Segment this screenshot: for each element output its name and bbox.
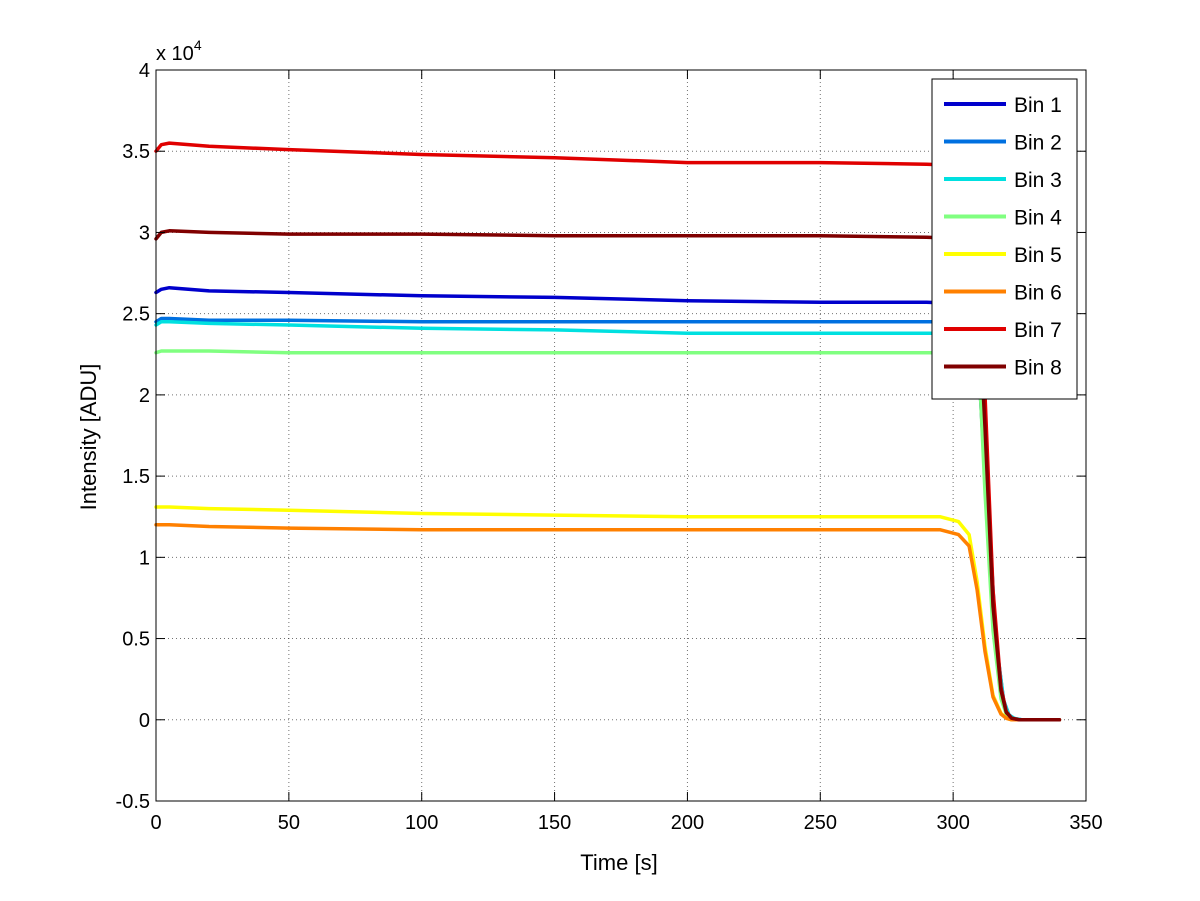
x-tick-label: 300 bbox=[936, 812, 969, 834]
y-tick-label: -0.5 bbox=[116, 791, 150, 813]
y-tick-label: 1.5 bbox=[122, 466, 150, 488]
grid bbox=[156, 70, 1086, 801]
legend-label-bin-5: Bin 5 bbox=[1014, 244, 1062, 267]
legend-label-bin-3: Bin 3 bbox=[1014, 169, 1062, 192]
legend: Bin 1 Bin 2 Bin 3 Bin 4 Bin 5 Bin 6 Bin 7 Bin 8 bbox=[931, 78, 1078, 400]
plot-frame bbox=[155, 69, 1087, 802]
ticks: 0 50 100 150 200 250 300 350-0.500.511.522.533.… bbox=[116, 60, 1103, 834]
y-tick-label: 3 bbox=[139, 222, 150, 244]
legend-label-bin-7: Bin 7 bbox=[1014, 319, 1062, 342]
y-tick-label: 1 bbox=[139, 547, 150, 569]
series-line-bin-6 bbox=[154, 523, 1062, 722]
y-multiplier-exponent: 4 bbox=[194, 37, 202, 53]
x-tick-label: 150 bbox=[538, 812, 571, 834]
legend-label-bin-4: Bin 4 bbox=[1014, 207, 1062, 230]
x-tick-label: 100 bbox=[405, 812, 438, 834]
x-tick-label: 50 bbox=[278, 812, 300, 834]
y-multiplier-label: x 104 bbox=[156, 37, 202, 65]
plot-background bbox=[156, 70, 1086, 801]
legend-label-bin-1: Bin 1 bbox=[1014, 94, 1062, 117]
x-axis-label: Time [s] bbox=[580, 850, 657, 875]
legend-box bbox=[931, 78, 1078, 400]
y-tick-label: 4 bbox=[139, 60, 150, 82]
x-tick-label: 200 bbox=[671, 812, 704, 834]
x-tick-label: 350 bbox=[1069, 812, 1102, 834]
y-tick-label: 3.5 bbox=[122, 141, 150, 163]
x-tick-label: 250 bbox=[804, 812, 837, 834]
y-axis-label: Intensity [ADU] bbox=[76, 364, 101, 511]
legend-label-bin-2: Bin 2 bbox=[1014, 132, 1062, 155]
y-tick-label: 2 bbox=[139, 385, 150, 407]
y-tick-label: 0.5 bbox=[122, 629, 150, 651]
legend-label-bin-6: Bin 6 bbox=[1014, 282, 1062, 305]
y-tick-label: 2.5 bbox=[122, 304, 150, 326]
y-tick-label: 0 bbox=[139, 710, 150, 732]
x-tick-label: 0 bbox=[150, 812, 161, 834]
legend-label-bin-8: Bin 8 bbox=[1014, 357, 1062, 380]
